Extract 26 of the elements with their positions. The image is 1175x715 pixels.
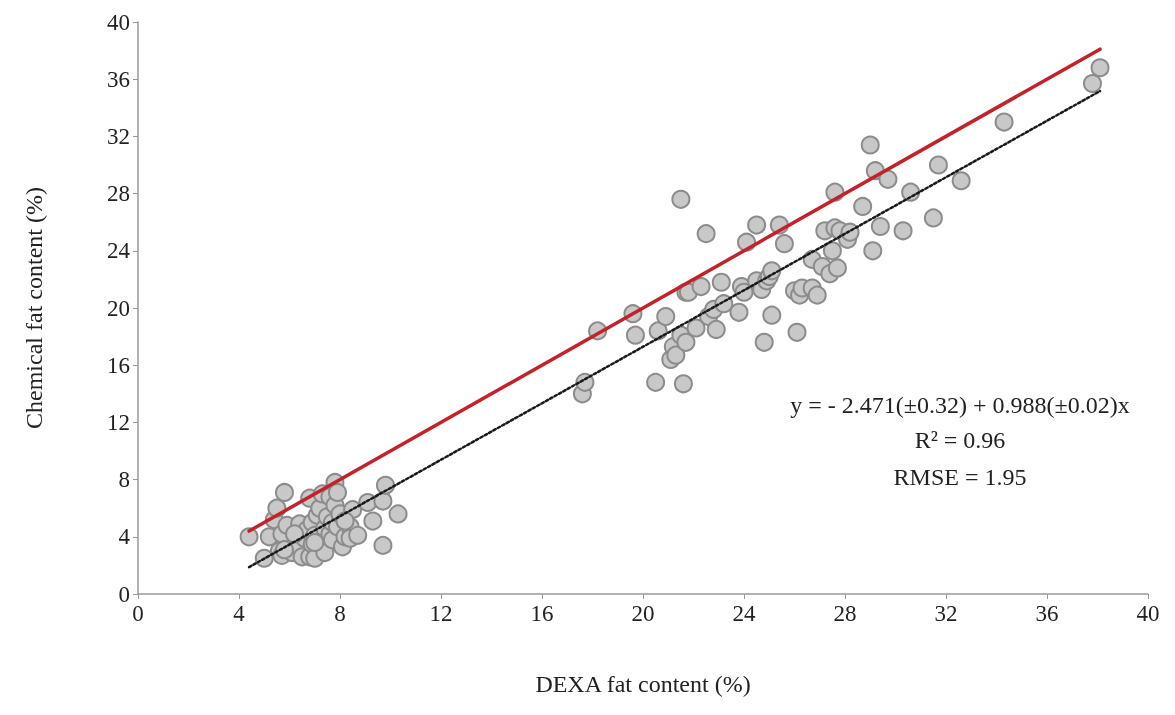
x-tick-label: 16 [530, 601, 554, 626]
x-tick-label: 12 [429, 601, 453, 626]
y-tick-label: 12 [107, 409, 130, 435]
y-tick-label: 20 [107, 295, 130, 321]
y-tick-label: 36 [107, 66, 130, 92]
x-axis-title: DEXA fat content (%) [535, 671, 751, 697]
annotation: y = - 2.471(±0.32) + 0.988(±0.02)x [790, 392, 1130, 418]
annotation: R² = 0.96 [914, 427, 1006, 453]
y-tick-label: 32 [107, 123, 130, 149]
y-tick-label: 4 [118, 524, 131, 550]
x-tick-label: 28 [833, 601, 857, 626]
x-tick-label: 4 [233, 601, 246, 626]
x-tick-label: 36 [1035, 601, 1059, 626]
x-tick-label: 8 [334, 601, 346, 626]
y-tick-label: 8 [118, 467, 130, 493]
y-axis-title: Chemical fat content (%) [21, 187, 47, 429]
y-tick-label: 24 [107, 238, 131, 264]
y-tick-label: 16 [107, 352, 130, 378]
x-tick-label: 32 [934, 601, 958, 626]
y-tick-label: 0 [118, 581, 130, 607]
x-tick-label: 24 [732, 601, 756, 626]
x-tick-label: 40 [1136, 601, 1160, 626]
annotation: RMSE = 1.95 [893, 464, 1027, 490]
y-tick-label: 28 [107, 181, 130, 207]
y-tick-label: 40 [107, 9, 130, 35]
x-tick-label: 20 [631, 601, 655, 626]
